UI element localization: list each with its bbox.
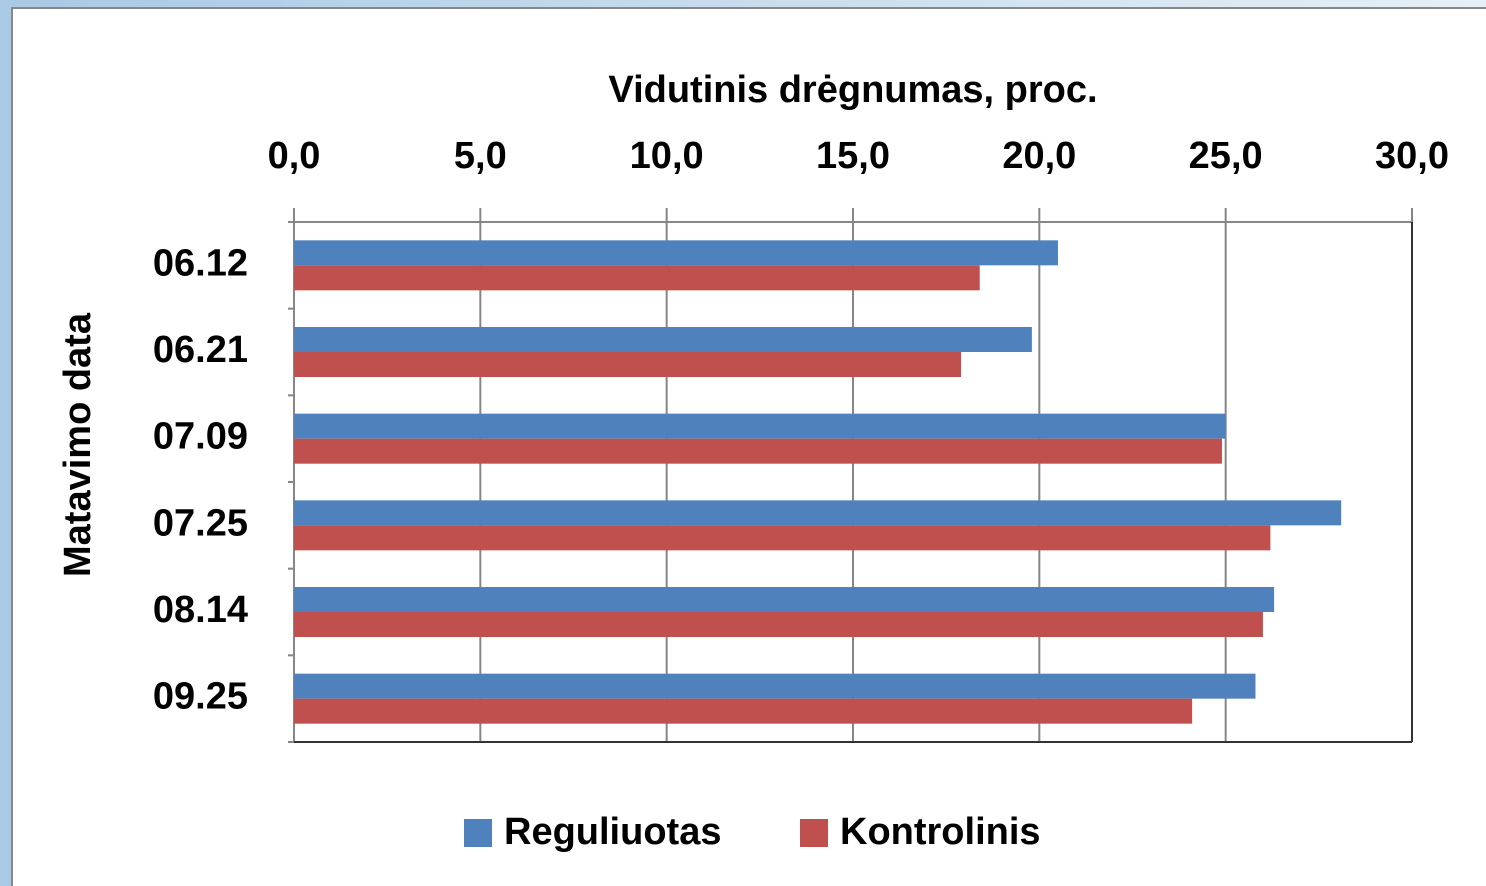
legend-swatch xyxy=(464,819,492,847)
bar xyxy=(294,438,1222,464)
x-tick-label: 25,0 xyxy=(1189,135,1263,177)
legend-swatch xyxy=(800,819,828,847)
y-tick-label: 08.14 xyxy=(153,589,248,631)
y-axis-title: Matavimo data xyxy=(57,312,99,577)
bar xyxy=(294,327,1032,352)
y-tick-label: 09.25 xyxy=(153,676,248,718)
x-tick-label: 20,0 xyxy=(1002,135,1076,177)
y-tick-label: 07.25 xyxy=(153,502,248,544)
x-tick-label: 10,0 xyxy=(630,135,704,177)
y-tick-label: 06.12 xyxy=(153,242,248,284)
x-tick-label: 5,0 xyxy=(454,135,507,177)
bar xyxy=(294,698,1193,724)
bar xyxy=(294,612,1263,637)
y-tick-label: 07.09 xyxy=(153,416,248,458)
bar xyxy=(294,673,1256,699)
x-tick-label: 15,0 xyxy=(816,135,890,177)
y-tick-label: 06.21 xyxy=(153,329,248,371)
bar xyxy=(294,352,962,377)
legend-label: Reguliuotas xyxy=(504,811,721,853)
bar xyxy=(294,413,1226,439)
bar xyxy=(294,240,1058,266)
x-tick-label: 30,0 xyxy=(1375,135,1449,177)
legend-label: Kontrolinis xyxy=(840,811,1041,853)
bar xyxy=(294,525,1271,551)
x-axis-title: Vidutinis drėgnumas, proc. xyxy=(608,69,1097,111)
x-tick-label: 0,0 xyxy=(268,135,321,177)
bar xyxy=(294,587,1275,612)
bar xyxy=(294,265,980,291)
bar xyxy=(294,500,1342,526)
